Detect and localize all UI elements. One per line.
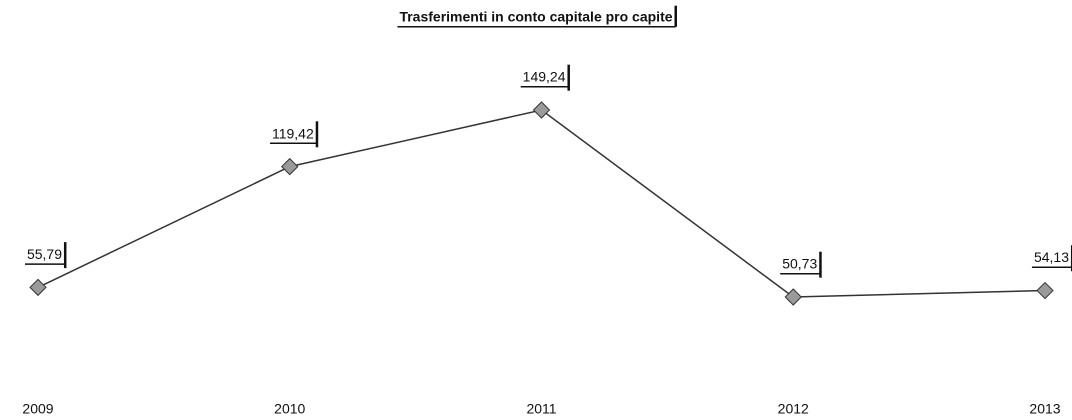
marker: [29, 278, 47, 297]
x-tick-label: 2013: [1029, 401, 1060, 417]
data-label: 50,73: [782, 256, 817, 272]
marker: [281, 157, 299, 176]
marker: [784, 288, 802, 306]
data-label: 119,42: [272, 125, 314, 141]
marker: [1036, 281, 1054, 300]
chart-title: Trasferimenti in conto capitale pro capi…: [399, 9, 672, 25]
x-tick-label: 2012: [778, 401, 809, 417]
data-label: 149,24: [523, 69, 566, 85]
x-tick-label: 2011: [526, 401, 556, 417]
data-label: 55,79: [27, 246, 62, 262]
marker: [532, 101, 551, 119]
data-label: 54,13: [1034, 249, 1069, 265]
x-tick-label: 2009: [22, 401, 53, 417]
x-tick-label: 2010: [274, 401, 305, 417]
